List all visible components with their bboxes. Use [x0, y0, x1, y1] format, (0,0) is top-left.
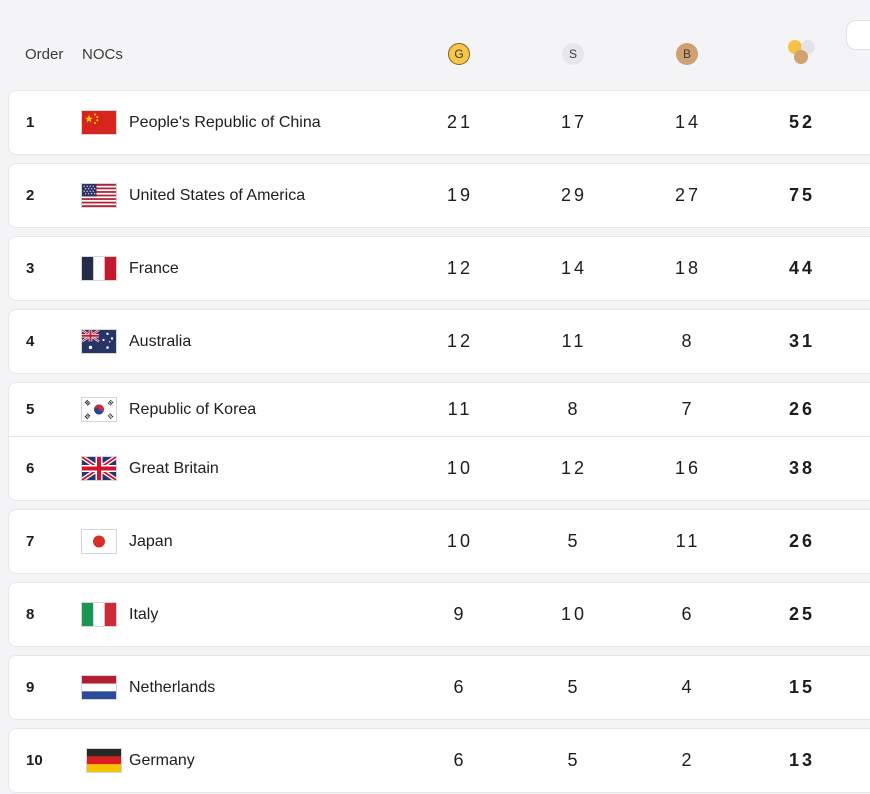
rank-number: 4	[26, 333, 35, 350]
au-flag-icon	[81, 329, 117, 354]
rank-number: 7	[26, 533, 35, 550]
gold-count: 21	[446, 112, 474, 132]
silver-count: 5	[567, 677, 581, 697]
silver-count: 17	[560, 112, 588, 132]
gb-flag-icon	[81, 456, 117, 481]
us-flag-icon	[81, 183, 117, 208]
noc-name: Netherlands	[129, 678, 216, 696]
silver-count: 12	[560, 458, 588, 478]
bronze-count: 27	[674, 185, 702, 205]
gold-count: 11	[447, 399, 473, 419]
gold-count: 10	[446, 531, 474, 551]
rank-number: 8	[26, 606, 35, 623]
total-count: 52	[788, 112, 816, 132]
total-count: 31	[788, 331, 816, 351]
total-medals-icon[interactable]	[787, 39, 815, 64]
silver-count: 10	[560, 604, 588, 624]
bronze-count: 11	[675, 531, 701, 551]
bronze-dot-icon	[793, 49, 808, 64]
it-flag-icon	[81, 602, 117, 627]
total-count: 26	[788, 399, 816, 419]
medal-table-header: Order NOCs G S B	[8, 32, 870, 76]
silver-count: 14	[560, 258, 588, 278]
rank-number: 1	[26, 114, 35, 131]
total-count: 38	[788, 458, 816, 478]
rank-number: 6	[26, 460, 35, 477]
gold-count: 12	[446, 331, 474, 351]
bronze-count: 18	[674, 258, 702, 278]
bronze-count: 14	[674, 112, 702, 132]
medal-row-kr[interactable]: 5 Republic of Korea 11 8 7 26	[8, 382, 870, 436]
medal-row-it[interactable]: 8 Italy 9 10 6 25	[8, 582, 870, 647]
total-count: 26	[788, 531, 816, 551]
order-column-header: Order	[25, 45, 64, 63]
medal-row-gb[interactable]: 6 Great Britain 10 12 16 38	[8, 436, 870, 501]
bronze-count: 2	[681, 750, 695, 770]
rank-number: 5	[26, 401, 35, 418]
gold-count: 19	[446, 185, 474, 205]
silver-count: 8	[567, 399, 581, 419]
silver-column-header[interactable]: S	[516, 43, 630, 65]
noc-name: Great Britain	[129, 459, 219, 477]
bronze-count: 16	[674, 458, 702, 478]
bronze-count: 7	[681, 399, 695, 419]
noc-name: Japan	[129, 532, 173, 550]
nl-flag-icon	[81, 675, 117, 700]
gold-medal-icon[interactable]: G	[448, 43, 470, 65]
gold-count: 6	[453, 750, 467, 770]
silver-count: 5	[567, 531, 581, 551]
total-count: 44	[788, 258, 816, 278]
bronze-count: 6	[681, 604, 695, 624]
medal-row-jp[interactable]: 7 Japan 10 5 11 26	[8, 509, 870, 574]
bronze-medal-icon[interactable]: B	[676, 43, 698, 65]
de-flag-icon	[86, 748, 122, 773]
fr-flag-icon	[81, 256, 117, 281]
bronze-count: 8	[681, 331, 695, 351]
gold-count: 10	[446, 458, 474, 478]
gold-column-header[interactable]: G	[402, 43, 516, 65]
rank-number: 10	[26, 752, 43, 769]
rank-number: 2	[26, 187, 35, 204]
silver-count: 11	[561, 331, 587, 351]
medal-row-us[interactable]: 2 United States of America 19 29 27 75	[8, 163, 870, 228]
nocs-column-header: NOCs	[82, 45, 123, 63]
silver-count: 29	[560, 185, 588, 205]
medal-row-au[interactable]: 4 Australia 12 11 8 31	[8, 309, 870, 374]
noc-name: United States of America	[129, 186, 306, 204]
noc-name: Germany	[129, 751, 195, 769]
total-column-header[interactable]	[744, 39, 858, 69]
bronze-column-header[interactable]: B	[630, 43, 744, 65]
medal-row-cn[interactable]: 1 People's Republic of China 21 17 14 52	[8, 90, 870, 155]
bronze-count: 4	[681, 677, 695, 697]
gold-count: 6	[453, 677, 467, 697]
noc-name: Republic of Korea	[129, 400, 257, 418]
medal-row-de[interactable]: 10 Germany 6 5 2 13	[8, 728, 870, 793]
total-count: 75	[788, 185, 816, 205]
silver-medal-icon[interactable]: S	[562, 43, 584, 65]
noc-name: Australia	[129, 332, 192, 350]
total-count: 13	[788, 750, 816, 770]
medal-table-rows: 1 People's Republic of China 21 17 14 52…	[8, 90, 870, 793]
gold-count: 12	[446, 258, 474, 278]
silver-count: 5	[567, 750, 581, 770]
clipped-popup-corner	[846, 20, 870, 50]
noc-name: France	[129, 259, 179, 277]
gold-count: 9	[453, 604, 467, 624]
total-count: 25	[788, 604, 816, 624]
total-count: 15	[788, 677, 816, 697]
noc-name: Italy	[129, 605, 159, 623]
rank-number: 3	[26, 260, 35, 277]
medal-row-fr[interactable]: 3 France 12 14 18 44	[8, 236, 870, 301]
cn-flag-icon	[81, 110, 117, 135]
rank-number: 9	[26, 679, 35, 696]
kr-flag-icon	[81, 397, 117, 422]
medal-row-nl[interactable]: 9 Netherlands 6 5 4 15	[8, 655, 870, 720]
noc-name: People's Republic of China	[129, 113, 321, 131]
jp-flag-icon	[81, 529, 117, 554]
